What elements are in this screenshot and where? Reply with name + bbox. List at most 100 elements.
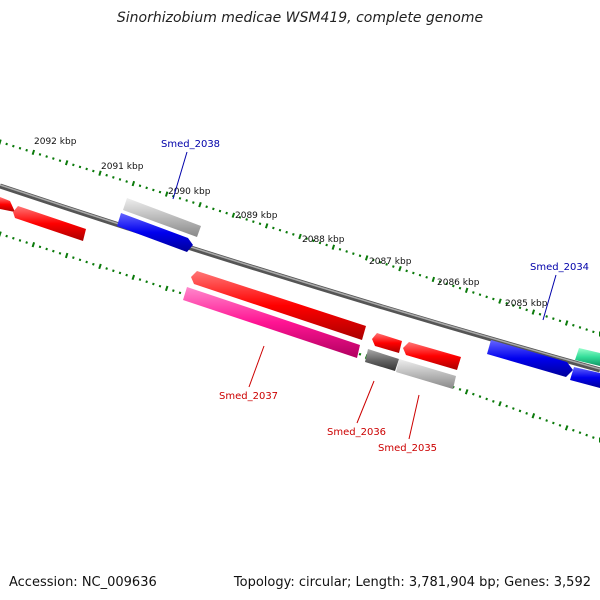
ruler-outer-tick bbox=[218, 209, 222, 213]
gene-teal-edge[interactable] bbox=[575, 348, 600, 366]
ruler-outer-tick bbox=[585, 328, 588, 331]
ruler-inner-tick bbox=[85, 260, 88, 264]
ruler-outer-tick bbox=[364, 255, 369, 261]
ruler-inner-tick bbox=[478, 395, 482, 398]
gene-smed-2036-red[interactable] bbox=[372, 333, 402, 353]
gene-smed-2035-red[interactable] bbox=[403, 342, 461, 370]
ruler-outer-tick bbox=[438, 280, 442, 283]
tick-label-2089: 2089 kbp bbox=[235, 211, 278, 221]
ruler-outer-tick bbox=[45, 155, 48, 158]
ruler-outer-tick bbox=[225, 211, 228, 215]
ruler-outer-tick bbox=[164, 191, 169, 197]
gene-smed-2038[interactable] bbox=[117, 213, 193, 252]
ruler-inner-tick bbox=[552, 421, 555, 425]
ruler-inner-tick bbox=[172, 289, 175, 293]
tick-label-2091: 2091 kbp bbox=[101, 162, 144, 172]
gene-smed-2037-red[interactable] bbox=[191, 271, 366, 340]
ruler-inner-tick bbox=[105, 267, 108, 270]
ruler-outer-tick bbox=[518, 306, 522, 310]
ruler-outer-tick bbox=[352, 252, 355, 256]
ruler-inner-tick bbox=[152, 282, 155, 286]
ruler-outer-tick bbox=[52, 157, 55, 160]
ruler-outer-tick bbox=[345, 250, 348, 253]
gene-arrow-left[interactable] bbox=[13, 206, 86, 241]
leader-smed-2038 bbox=[172, 151, 188, 200]
ruler-inner-tick bbox=[545, 419, 548, 422]
ruler-inner-tick bbox=[458, 388, 462, 391]
gene-label-smed-2037[interactable]: Smed_2037 bbox=[219, 391, 278, 402]
ruler-outer-tick bbox=[558, 319, 562, 323]
ruler-outer-tick bbox=[158, 190, 162, 194]
ruler-outer-tick bbox=[431, 276, 436, 283]
gene-smed-2036[interactable] bbox=[365, 349, 399, 371]
ruler-outer-tick bbox=[178, 197, 182, 200]
gene-label-smed-2034[interactable]: Smed_2034 bbox=[530, 262, 589, 273]
gene-label-smed-2036[interactable]: Smed_2036 bbox=[327, 427, 386, 438]
ruler-outer-tick bbox=[472, 291, 475, 294]
ruler-outer-tick bbox=[372, 258, 375, 262]
genome-backbone-highlight bbox=[0, 184, 600, 370]
ruler-inner-tick bbox=[25, 241, 28, 244]
tick-label-2088: 2088 kbp bbox=[302, 235, 345, 245]
gene-smed-2038-gray[interactable] bbox=[123, 198, 201, 237]
ruler-inner-tick bbox=[512, 407, 515, 410]
ruler-outer-tick bbox=[272, 226, 275, 230]
ruler-outer-tick bbox=[578, 326, 582, 329]
ruler-outer-tick bbox=[392, 265, 395, 268]
ruler-inner-tick bbox=[98, 263, 102, 270]
ruler-outer-tick bbox=[138, 184, 142, 188]
ruler-outer-tick bbox=[398, 265, 402, 272]
ruler-outer-tick bbox=[212, 207, 215, 211]
ruler-inner-tick bbox=[58, 252, 62, 255]
ruler-outer-tick bbox=[145, 186, 148, 190]
ruler-outer-tick bbox=[185, 199, 188, 202]
tick-label-2087: 2087 kbp bbox=[369, 257, 412, 267]
gene-smed-2037[interactable] bbox=[183, 287, 360, 358]
ruler-inner-tick bbox=[12, 236, 15, 240]
ruler-outer-tick bbox=[552, 317, 555, 321]
ruler-inner-tick bbox=[131, 274, 136, 281]
ruler-outer-tick bbox=[98, 170, 102, 176]
ruler-outer-tick bbox=[405, 269, 408, 273]
tick-label-2086: 2086 kbp bbox=[437, 278, 480, 288]
ruler-outer-tick bbox=[58, 159, 62, 162]
ruler-inner-tick bbox=[578, 431, 582, 435]
topology-text: Topology: circular; Length: 3,781,904 bp… bbox=[233, 575, 591, 590]
ruler-inner-tick bbox=[145, 280, 148, 284]
ruler-inner-tick bbox=[538, 416, 542, 420]
ruler-inner-tick bbox=[492, 399, 495, 403]
ruler-outer-tick bbox=[285, 230, 288, 234]
ruler-inner-tick bbox=[485, 397, 488, 401]
gene-label-smed-2035[interactable]: Smed_2035 bbox=[378, 443, 437, 454]
ruler-outer-tick bbox=[85, 167, 88, 171]
gene-edge-left[interactable] bbox=[0, 197, 15, 212]
ruler-outer-tick bbox=[478, 293, 482, 296]
ruler-inner-tick bbox=[498, 401, 502, 407]
ruler-outer-tick bbox=[538, 312, 542, 316]
ruler-outer-tick bbox=[412, 271, 415, 275]
gene-label-smed-2038[interactable]: Smed_2038 bbox=[161, 139, 220, 150]
ruler-outer-tick bbox=[231, 212, 236, 218]
ruler-outer-tick bbox=[238, 216, 242, 219]
ruler-inner-tick bbox=[525, 411, 528, 415]
gene-smed-2035[interactable] bbox=[396, 359, 456, 389]
ruler-outer-tick bbox=[445, 282, 448, 286]
ruler-inner-tick bbox=[178, 291, 182, 295]
genome-backbone bbox=[0, 183, 600, 373]
accession-text: Accession: NC_009636 bbox=[9, 575, 157, 590]
ruler-outer-tick bbox=[18, 146, 22, 150]
ruler-outer-tick bbox=[425, 275, 428, 279]
ruler-outer-tick bbox=[0, 139, 2, 145]
gene-blue-edge[interactable] bbox=[570, 367, 600, 388]
ruler-outer-tick bbox=[264, 223, 269, 229]
ruler-outer-tick bbox=[252, 220, 255, 224]
ruler-outer-tick bbox=[125, 180, 128, 183]
ruler-outer-tick bbox=[152, 188, 155, 192]
ruler-inner-tick bbox=[464, 389, 469, 395]
ruler-inner-tick bbox=[505, 404, 508, 408]
ruler-inner-tick bbox=[518, 409, 522, 413]
ruler-outer-tick bbox=[64, 160, 69, 166]
ruler-outer-tick bbox=[72, 163, 75, 167]
gene-smed-2034[interactable] bbox=[487, 340, 573, 377]
